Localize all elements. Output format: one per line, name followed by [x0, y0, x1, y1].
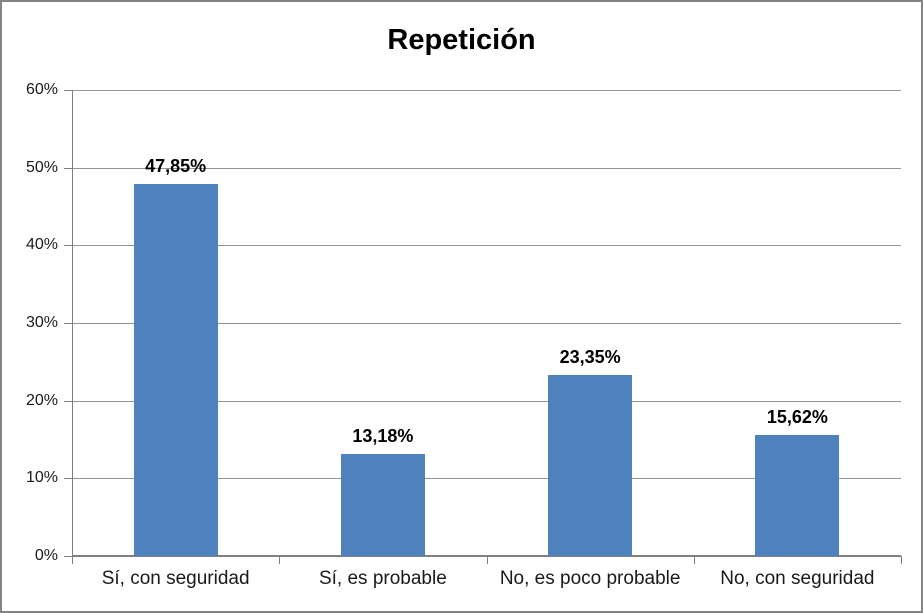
gridline [72, 400, 901, 402]
y-axis-tick [64, 400, 72, 402]
y-axis-tick [64, 245, 72, 247]
y-axis-tick [64, 323, 72, 324]
category-label: No, es poco probable [499, 568, 681, 589]
bar-1 [133, 184, 218, 556]
gridline [72, 323, 901, 324]
category-label: Sí, con seguridad [101, 568, 250, 589]
y-tick-label: 40% [25, 236, 58, 254]
plot-area: 0% 10% 20% 30% 40% 50% 60% 47,85% Sí, con seguri… [26, 81, 902, 589]
bar-4 [755, 434, 840, 556]
x-axis-tick [901, 556, 902, 564]
x-axis-tick [72, 556, 73, 564]
y-axis-tick [64, 556, 72, 557]
category-label: No, con seguridad [720, 568, 875, 589]
y-tick-label: 50% [25, 158, 58, 176]
bar-data-label: 47,85% [145, 156, 207, 177]
x-axis-tick [486, 556, 488, 564]
bar-2 [340, 453, 425, 556]
y-tick-label: 10% [25, 469, 58, 487]
y-tick-label: 60% [25, 81, 58, 98]
y-tick-label: 0% [34, 547, 58, 564]
y-axis-tick [64, 478, 72, 480]
gridline [72, 245, 901, 247]
y-tick-label: 20% [25, 391, 58, 409]
bar-data-label: 13,18% [352, 425, 414, 446]
x-axis-tick [279, 556, 281, 564]
y-axis-tick [64, 167, 72, 169]
x-axis-tick [693, 556, 695, 564]
y-axis-line [72, 90, 73, 564]
gridline [72, 90, 901, 91]
bar-3 [548, 374, 633, 556]
bar-data-label: 15,62% [766, 406, 828, 427]
y-axis-tick [64, 90, 72, 91]
y-tick-label: 30% [25, 314, 58, 331]
gridline [72, 478, 901, 480]
gridline [72, 167, 901, 169]
bar-data-label: 23,35% [559, 346, 621, 367]
category-label: Sí, es probable [318, 568, 447, 589]
chart-title: Repetición [387, 24, 536, 56]
